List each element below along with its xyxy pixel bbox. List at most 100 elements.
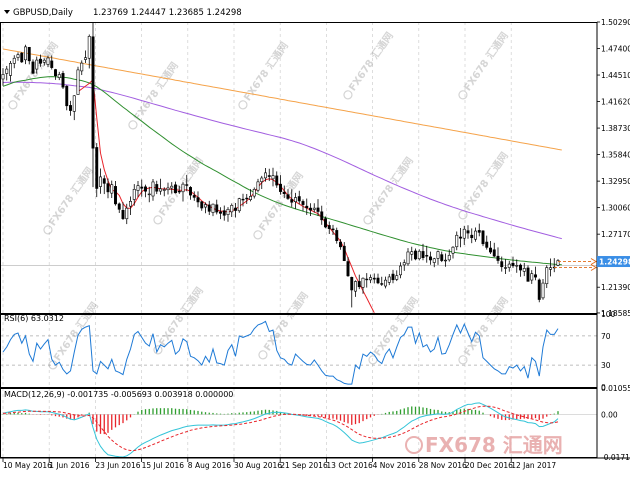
candle-bull bbox=[162, 189, 166, 191]
candle-bear bbox=[155, 184, 159, 192]
candle-bull bbox=[515, 265, 519, 267]
candle-bull bbox=[230, 205, 234, 213]
watermark-logo-icon bbox=[128, 120, 138, 130]
watermark-stamp: FX678 汇通网 bbox=[238, 39, 291, 110]
candle-bull bbox=[417, 250, 421, 260]
candle-bear bbox=[200, 201, 204, 209]
candle-bear bbox=[140, 186, 144, 189]
candle-bull bbox=[57, 74, 61, 78]
candle-bull bbox=[395, 275, 399, 280]
watermark-logo-icon bbox=[258, 350, 268, 360]
time-axis-label: 15 Jul 2016 bbox=[142, 461, 185, 470]
candle-bear bbox=[185, 184, 189, 186]
panel-frame bbox=[0, 314, 598, 388]
candle-bear bbox=[31, 61, 35, 74]
price-axis-label: 1.44510 bbox=[601, 71, 630, 80]
candle-bull bbox=[72, 95, 76, 112]
candle-bull bbox=[9, 63, 12, 76]
candle-bull bbox=[42, 59, 46, 63]
watermark-logo-icon bbox=[405, 436, 423, 454]
candle-bull bbox=[249, 196, 252, 200]
candle-bull bbox=[354, 281, 357, 292]
candle-bear bbox=[114, 186, 117, 205]
price-pointer-arrow-icon bbox=[590, 258, 597, 265]
candle-bear bbox=[511, 262, 515, 267]
candle-bull bbox=[361, 277, 365, 288]
candle-bear bbox=[215, 204, 219, 213]
time-axis-label: 4 Nov 2016 bbox=[373, 461, 416, 470]
watermark-text-large: FX678 汇通网 bbox=[425, 433, 563, 457]
time-axis-label: 1 Jun 2016 bbox=[49, 461, 90, 470]
last-price-tag bbox=[597, 256, 630, 268]
candle-bear bbox=[91, 36, 95, 149]
watermark-stamp: FX678 汇通网 bbox=[363, 154, 416, 225]
candle-bear bbox=[320, 211, 324, 221]
candle-bull bbox=[384, 279, 387, 287]
symbol-label: GBPUSD,Daily bbox=[13, 8, 73, 18]
candle-bull bbox=[462, 228, 466, 239]
chart-header: GBPUSD,Daily 1.23769 1.24447 1.23685 1.2… bbox=[4, 8, 242, 18]
macd-line bbox=[2, 402, 559, 458]
candle-bull bbox=[1, 74, 5, 80]
dropdown-triangle-icon[interactable] bbox=[4, 10, 10, 14]
candle-bull bbox=[76, 69, 80, 95]
candle-bear bbox=[61, 73, 65, 88]
candle-bull bbox=[125, 207, 129, 220]
candle-bear bbox=[519, 264, 522, 271]
candle-bear bbox=[286, 194, 290, 199]
watermark-logo-icon bbox=[43, 225, 53, 235]
candle-bear bbox=[27, 47, 31, 62]
watermark-logo-icon bbox=[363, 215, 373, 225]
candle-bear bbox=[489, 247, 492, 253]
candle-bear bbox=[481, 230, 485, 245]
candle-bear bbox=[324, 218, 327, 228]
candle-bull bbox=[110, 184, 114, 194]
macd-signal-line bbox=[2, 405, 559, 451]
candle-bear bbox=[485, 241, 489, 248]
candle-bear bbox=[346, 261, 350, 277]
candle-bear bbox=[376, 277, 380, 284]
candle-bear bbox=[316, 207, 320, 212]
price-axis-label: 1.35840 bbox=[601, 151, 630, 160]
candle-bull bbox=[444, 259, 447, 262]
candle-bear bbox=[95, 147, 99, 189]
candle-bear bbox=[335, 230, 339, 241]
candle-bull bbox=[556, 260, 560, 266]
watermark-logo-icon bbox=[253, 230, 263, 240]
candle-bear bbox=[534, 274, 537, 278]
last-price-label: 1.24298 bbox=[599, 258, 630, 267]
candle-bull bbox=[252, 188, 256, 197]
candle-bear bbox=[301, 201, 305, 205]
price-panel bbox=[0, 22, 597, 314]
candle-bear bbox=[526, 267, 530, 282]
panel-frame bbox=[0, 22, 598, 314]
rsi-axis-label: 70 bbox=[601, 332, 611, 341]
watermark-stamp: FX678 汇通网 bbox=[458, 29, 511, 100]
candle-bull bbox=[170, 185, 174, 189]
candle-bull bbox=[46, 57, 50, 65]
macd-axis-label: -0.017134 bbox=[601, 453, 630, 462]
candle-bear bbox=[421, 251, 425, 258]
candle-bear bbox=[327, 225, 331, 229]
price-axis-label: 1.18585 bbox=[601, 309, 630, 318]
ma-orange-line bbox=[2, 48, 562, 151]
time-axis-label: 23 Jun 2016 bbox=[95, 461, 140, 470]
candle-bear bbox=[331, 228, 335, 231]
watermark-text: FX678 汇通网 bbox=[346, 29, 396, 93]
time-axis-label: 30 Aug 2016 bbox=[234, 461, 282, 470]
candle-bull bbox=[264, 172, 267, 179]
candle-bull bbox=[474, 230, 477, 240]
candle-bear bbox=[466, 230, 470, 234]
candle-bull bbox=[237, 198, 241, 212]
candle-bull bbox=[294, 197, 297, 202]
time-axis-label: 20 Dec 2016 bbox=[465, 461, 513, 470]
watermark-text: FX678 汇通网 bbox=[11, 39, 61, 103]
watermark-logo-icon bbox=[343, 90, 353, 100]
candle-bear bbox=[20, 52, 24, 63]
candle-bear bbox=[500, 261, 504, 268]
watermark-logo-icon bbox=[48, 360, 58, 370]
rsi-axis-label: 30 bbox=[601, 361, 611, 370]
candle-bear bbox=[207, 204, 211, 212]
